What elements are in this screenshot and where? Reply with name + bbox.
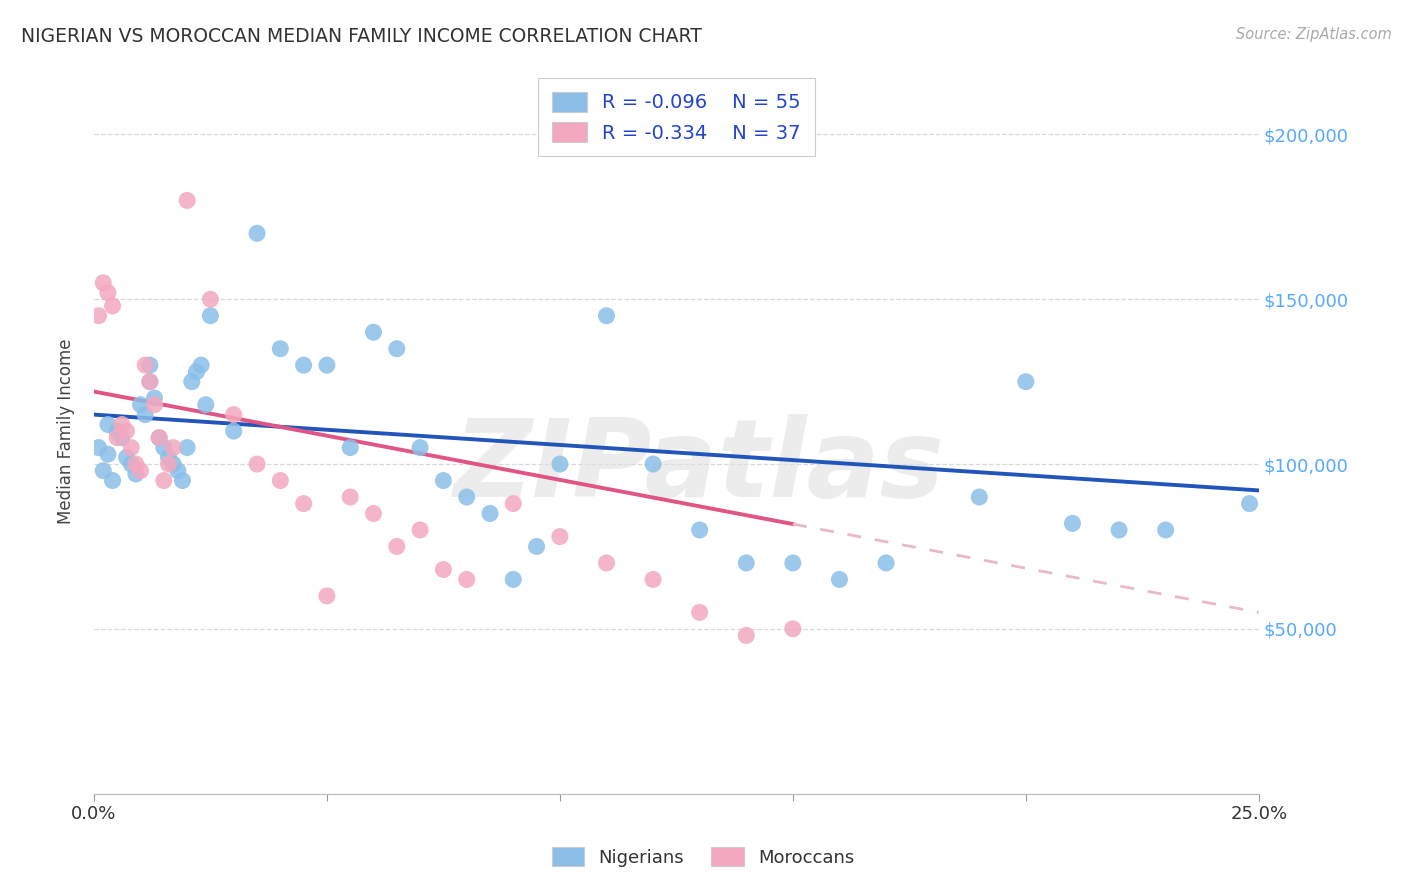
Point	[339, 490, 361, 504]
Point	[101, 474, 124, 488]
Point	[97, 447, 120, 461]
Point	[479, 507, 502, 521]
Point	[120, 441, 142, 455]
Point	[526, 540, 548, 554]
Point	[385, 540, 408, 554]
Point	[91, 276, 114, 290]
Point	[125, 457, 148, 471]
Point	[1108, 523, 1130, 537]
Point	[148, 431, 170, 445]
Point	[1239, 497, 1261, 511]
Point	[502, 573, 524, 587]
Point	[363, 325, 385, 339]
Point	[502, 497, 524, 511]
Point	[316, 358, 339, 372]
Point	[97, 417, 120, 432]
Point	[269, 342, 291, 356]
Point	[87, 441, 110, 455]
Point	[316, 589, 339, 603]
Text: Source: ZipAtlas.com: Source: ZipAtlas.com	[1236, 27, 1392, 42]
Point	[222, 424, 245, 438]
Point	[222, 408, 245, 422]
Point	[157, 450, 180, 465]
Point	[1015, 375, 1038, 389]
Point	[91, 464, 114, 478]
Point	[385, 342, 408, 356]
Point	[782, 622, 804, 636]
Y-axis label: Median Family Income: Median Family Income	[58, 338, 75, 524]
Point	[105, 424, 128, 438]
Point	[111, 417, 134, 432]
Point	[194, 398, 217, 412]
Point	[409, 441, 432, 455]
Point	[176, 194, 198, 208]
Text: ZIPatlas: ZIPatlas	[454, 415, 945, 520]
Point	[101, 299, 124, 313]
Point	[246, 227, 269, 241]
Point	[129, 398, 152, 412]
Point	[595, 556, 617, 570]
Point	[111, 431, 134, 445]
Point	[548, 457, 571, 471]
Point	[176, 441, 198, 455]
Legend: R = -0.096    N = 55, R = -0.334    N = 37: R = -0.096 N = 55, R = -0.334 N = 37	[538, 78, 814, 156]
Point	[143, 391, 166, 405]
Point	[139, 358, 162, 372]
Point	[162, 457, 184, 471]
Point	[409, 523, 432, 537]
Point	[129, 464, 152, 478]
Point	[735, 556, 758, 570]
Point	[125, 467, 148, 481]
Point	[363, 507, 385, 521]
Point	[456, 490, 478, 504]
Point	[120, 457, 142, 471]
Point	[139, 375, 162, 389]
Point	[134, 408, 156, 422]
Point	[595, 309, 617, 323]
Point	[162, 441, 184, 455]
Point	[105, 431, 128, 445]
Point	[641, 573, 664, 587]
Point	[143, 398, 166, 412]
Point	[432, 474, 454, 488]
Point	[166, 464, 188, 478]
Point	[157, 457, 180, 471]
Point	[190, 358, 212, 372]
Point	[548, 530, 571, 544]
Point	[200, 309, 222, 323]
Point	[115, 424, 138, 438]
Point	[115, 450, 138, 465]
Point	[967, 490, 990, 504]
Point	[292, 358, 315, 372]
Point	[1154, 523, 1177, 537]
Point	[87, 309, 110, 323]
Point	[134, 358, 156, 372]
Point	[153, 441, 176, 455]
Point	[139, 375, 162, 389]
Text: NIGERIAN VS MOROCCAN MEDIAN FAMILY INCOME CORRELATION CHART: NIGERIAN VS MOROCCAN MEDIAN FAMILY INCOM…	[21, 27, 702, 45]
Point	[641, 457, 664, 471]
Point	[432, 562, 454, 576]
Point	[180, 375, 202, 389]
Point	[186, 365, 208, 379]
Point	[875, 556, 897, 570]
Point	[456, 573, 478, 587]
Point	[339, 441, 361, 455]
Point	[735, 628, 758, 642]
Point	[200, 292, 222, 306]
Point	[828, 573, 851, 587]
Point	[153, 474, 176, 488]
Point	[172, 474, 194, 488]
Point	[1062, 516, 1084, 531]
Point	[148, 431, 170, 445]
Point	[269, 474, 291, 488]
Legend: Nigerians, Moroccans: Nigerians, Moroccans	[544, 840, 862, 874]
Point	[97, 285, 120, 300]
Point	[292, 497, 315, 511]
Point	[246, 457, 269, 471]
Point	[689, 606, 711, 620]
Point	[782, 556, 804, 570]
Point	[689, 523, 711, 537]
